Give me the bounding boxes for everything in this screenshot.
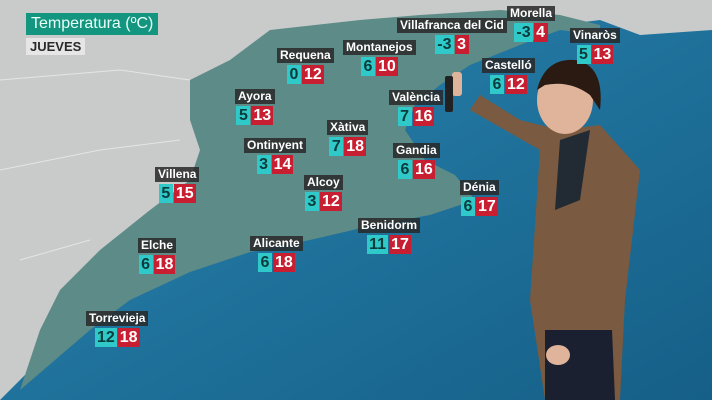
city-name: Torrevieja	[86, 311, 149, 326]
min-temp: 6	[489, 75, 504, 94]
min-temp: 5	[158, 184, 173, 203]
city-name: Gandia	[393, 143, 440, 158]
temperature-values: 3 14	[256, 155, 294, 174]
min-temp: 5	[236, 106, 251, 125]
temperature-values: 6 17	[460, 197, 498, 216]
temperature-values: 6 18	[257, 253, 295, 272]
max-temp: 3	[454, 35, 469, 54]
max-temp: 12	[319, 192, 342, 211]
max-temp: 16	[412, 160, 435, 179]
city-name: Alcoy	[304, 175, 343, 190]
city-name: Villena	[155, 167, 200, 182]
min-temp: 5	[576, 45, 591, 64]
city-forecast: Alicante 6 18	[250, 236, 303, 272]
city-name: Benidorm	[358, 218, 421, 233]
max-temp: 18	[153, 255, 176, 274]
city-name: Dénia	[460, 180, 499, 195]
city-forecast: Dénia 6 17	[460, 180, 499, 216]
max-temp: 12	[301, 65, 324, 84]
max-temp: 13	[591, 45, 614, 64]
temperature-values: -3 4	[514, 23, 548, 42]
temperature-values: 6 18	[138, 255, 176, 274]
city-forecast: València 7 16	[389, 90, 444, 126]
temperature-values: 6 10	[360, 57, 398, 76]
min-temp: 3	[256, 155, 271, 174]
min-temp: 12	[94, 328, 117, 347]
max-temp: 12	[504, 75, 527, 94]
city-name: Xàtiva	[327, 120, 369, 135]
max-temp: 18	[117, 328, 140, 347]
city-forecast: Xàtiva 7 18	[327, 120, 369, 156]
city-forecast: Morella -3 4	[507, 6, 556, 42]
min-temp: -3	[514, 23, 533, 42]
city-forecast: Ontinyent 3 14	[244, 138, 306, 174]
city-forecast: Elche 6 18	[138, 238, 177, 274]
min-temp: 7	[329, 137, 344, 156]
city-name: Montanejos	[343, 40, 416, 55]
max-temp: 17	[389, 235, 411, 254]
city-forecast: Ayora 5 13	[235, 89, 275, 125]
city-name: Vinaròs	[570, 28, 620, 43]
presenter	[445, 59, 640, 400]
city-name: Ayora	[235, 89, 275, 104]
max-temp: 18	[344, 137, 367, 156]
temperature-values: 6 16	[397, 160, 435, 179]
min-temp: 6	[360, 57, 375, 76]
city-forecast: Alcoy 3 12	[304, 175, 343, 211]
city-forecast: Benidorm 11 17	[358, 218, 421, 254]
city-name: València	[389, 90, 444, 105]
temperature-values: 12 18	[94, 328, 140, 347]
temperature-values: -3 3	[435, 35, 469, 54]
city-name: Requena	[277, 48, 334, 63]
city-forecast: Montanejos 6 10	[343, 40, 416, 76]
city-forecast: Gandia 6 16	[393, 143, 440, 179]
city-forecast: Villena 5 15	[155, 167, 200, 203]
min-temp: 6	[138, 255, 153, 274]
min-temp: 6	[257, 253, 272, 272]
temperature-values: 7 18	[329, 137, 367, 156]
city-forecast: Castelló 6 12	[482, 58, 535, 94]
temperature-values: 5 15	[158, 184, 196, 203]
clicker-remote	[445, 76, 453, 112]
min-temp: 3	[304, 192, 319, 211]
day-label: JUEVES	[26, 38, 86, 55]
max-temp: 14	[271, 155, 294, 174]
city-name: Castelló	[482, 58, 535, 73]
min-temp: 11	[367, 235, 389, 254]
city-forecast: Vinaròs 5 13	[570, 28, 620, 64]
city-name: Ontinyent	[244, 138, 306, 153]
city-forecast: Requena 0 12	[277, 48, 334, 84]
temperature-values: 5 13	[236, 106, 274, 125]
temperature-values: 7 16	[397, 107, 435, 126]
city-forecast: Villafranca del Cid -3 3	[397, 18, 507, 54]
min-temp: 0	[286, 65, 301, 84]
max-temp: 17	[475, 197, 498, 216]
max-temp: 16	[412, 107, 435, 126]
city-name: Alicante	[250, 236, 303, 251]
temperature-values: 0 12	[286, 65, 324, 84]
min-temp: -3	[435, 35, 454, 54]
temperature-values: 11 17	[367, 235, 411, 254]
min-temp: 7	[397, 107, 412, 126]
city-name: Villafranca del Cid	[397, 18, 507, 33]
min-temp: 6	[397, 160, 412, 179]
city-forecast: Torrevieja 12 18	[86, 311, 149, 347]
max-temp: 13	[251, 106, 274, 125]
city-name: Elche	[138, 238, 177, 253]
temperature-values: 6 12	[489, 75, 527, 94]
temperature-values: 5 13	[576, 45, 614, 64]
min-temp: 6	[460, 197, 475, 216]
map-title: Temperatura (ºC)	[26, 13, 159, 35]
max-temp: 4	[533, 23, 548, 42]
max-temp: 15	[173, 184, 196, 203]
city-name: Morella	[507, 6, 556, 21]
max-temp: 10	[375, 57, 398, 76]
max-temp: 18	[272, 253, 295, 272]
temperature-values: 3 12	[304, 192, 342, 211]
